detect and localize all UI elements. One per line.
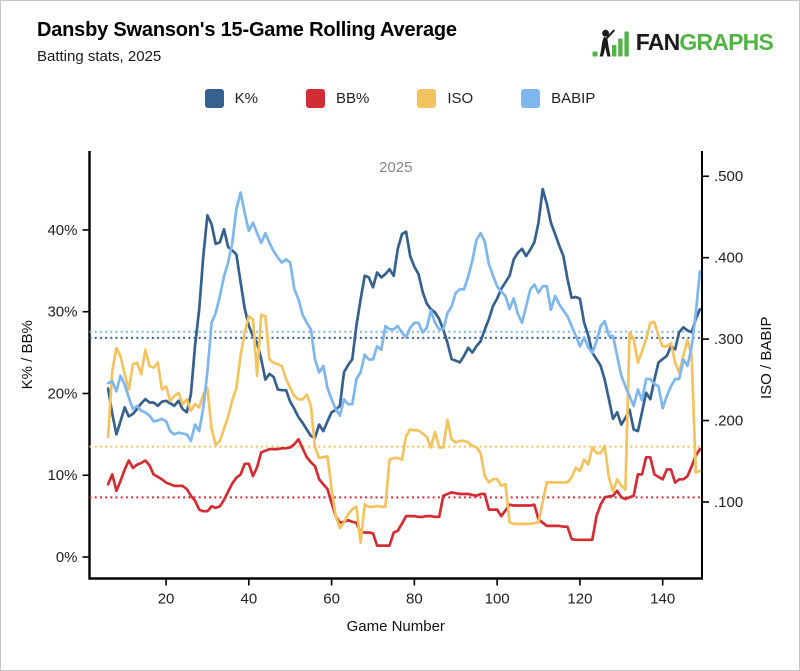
legend-item-babip: BABIP xyxy=(521,89,595,108)
babip-color-swatch xyxy=(521,89,541,108)
x-tick-label: 100 xyxy=(485,591,510,608)
series-line-k xyxy=(106,187,702,439)
k-color-swatch xyxy=(204,89,224,108)
legend-item-bb: BB% xyxy=(305,89,370,108)
y-left-tick-label: 40% xyxy=(47,222,77,239)
x-tick-label: 140 xyxy=(650,591,675,608)
x-axis-title: Game Number xyxy=(347,618,445,635)
y-right-tick-label: .200 xyxy=(714,413,743,430)
logo-graphs: GRAPHS xyxy=(679,29,773,55)
x-tick-label: 60 xyxy=(323,591,340,608)
page-title: Dansby Swanson's 15-Game Rolling Average xyxy=(37,19,457,41)
legend-label-iso: ISO xyxy=(447,90,474,107)
chart-legend: K% BB% ISO BABIP xyxy=(1,89,799,108)
x-tick-label: 40 xyxy=(240,591,257,608)
y-left-tick-label: 30% xyxy=(47,304,77,321)
page-subtitle: Batting stats, 2025 xyxy=(37,48,162,65)
series-line-babip xyxy=(106,191,702,443)
y-right-tick-label: .300 xyxy=(714,331,743,348)
y-right-tick-label: .100 xyxy=(714,494,743,511)
y-left-tick-label: 0% xyxy=(56,549,78,566)
series-line-bb xyxy=(106,437,702,547)
legend-label-k: K% xyxy=(234,90,258,107)
logo-fan: FAN xyxy=(635,29,680,55)
x-tick-label: 80 xyxy=(406,591,423,608)
y-right-tick-label: .400 xyxy=(714,250,743,267)
iso-color-swatch xyxy=(417,89,437,108)
fangraphs-logo: FANGRAPHS xyxy=(592,27,774,58)
y-right-axis-title: ISO / BABIP xyxy=(758,316,775,399)
legend-item-iso: ISO xyxy=(417,89,473,108)
x-tick-label: 120 xyxy=(567,591,592,608)
plot-year-label: 2025 xyxy=(379,159,412,176)
y-left-axis-title: K% / BB% xyxy=(19,320,36,389)
legend-label-babip: BABIP xyxy=(551,90,596,107)
fangraphs-batter-icon xyxy=(592,29,629,57)
bb-color-swatch xyxy=(305,89,325,108)
header: Dansby Swanson's 15-Game Rolling Average… xyxy=(37,19,457,65)
legend-label-bb: BB% xyxy=(335,90,370,107)
y-left-tick-label: 10% xyxy=(47,467,77,484)
x-tick-label: 20 xyxy=(158,591,175,608)
y-left-tick-label: 20% xyxy=(47,385,77,402)
y-right-tick-label: .500 xyxy=(714,168,743,185)
fangraphs-wordmark: FANGRAPHS xyxy=(635,29,774,56)
legend-item-k: K% xyxy=(204,89,258,108)
